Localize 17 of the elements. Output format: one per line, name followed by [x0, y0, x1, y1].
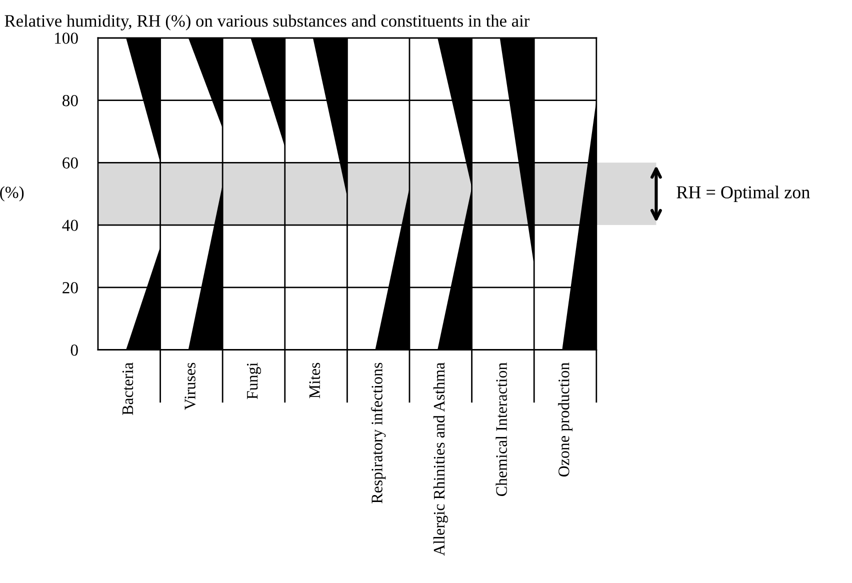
y-tick-label: 20	[62, 282, 78, 294]
x-tick-label: Chemical Interaction	[496, 362, 507, 496]
band-label: RH = Optimal zon	[676, 186, 810, 202]
x-tick-label: Mites	[309, 362, 320, 398]
x-tick-label: Allergic Rhinities and Asthma	[433, 362, 448, 556]
y-tick-label: 0	[70, 344, 78, 356]
y-tick-label: 60	[62, 157, 78, 169]
x-tick-label: Respiratory infections	[370, 362, 386, 504]
y-tick-label: 100	[55, 32, 78, 44]
x-tick-label: Ozone production	[558, 362, 572, 476]
x-tick-label: Fungi	[246, 362, 261, 400]
x-tick-label: Viruses	[184, 362, 196, 410]
y-tick-label: 80	[62, 94, 78, 106]
y-axis-title: (%)	[0, 186, 24, 202]
chart-title: Relative humidity, RH (%) on various substances and constituents in the air	[4, 14, 530, 30]
x-tick-label: Bacteria	[122, 362, 134, 416]
y-tick-label: 40	[62, 220, 78, 231]
